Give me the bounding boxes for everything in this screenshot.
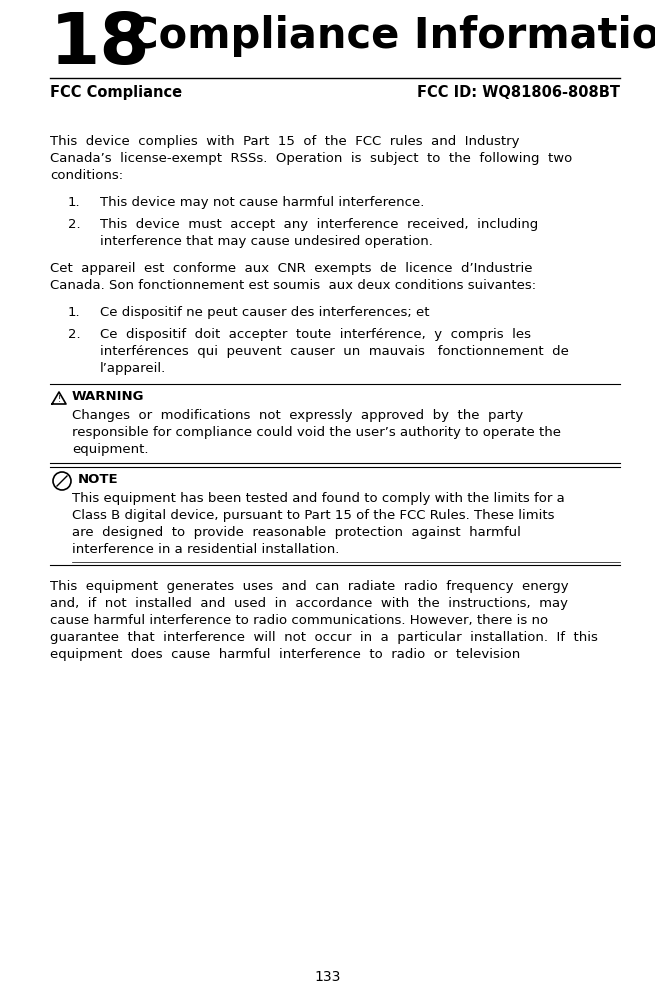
- Text: Class B digital device, pursuant to Part 15 of the FCC Rules. These limits: Class B digital device, pursuant to Part…: [72, 509, 555, 522]
- Text: Cet  appareil  est  conforme  aux  CNR  exempts  de  licence  d’Industrie: Cet appareil est conforme aux CNR exempt…: [50, 262, 533, 275]
- Text: This  device  must  accept  any  interference  received,  including: This device must accept any interference…: [100, 218, 538, 231]
- Text: NOTE: NOTE: [78, 473, 119, 486]
- Text: Changes  or  modifications  not  expressly  approved  by  the  party: Changes or modifications not expressly a…: [72, 409, 523, 422]
- Text: interference in a residential installation.: interference in a residential installati…: [72, 543, 339, 556]
- Text: Ce  dispositif  doit  accepter  toute  interférence,  y  compris  les: Ce dispositif doit accepter toute interf…: [100, 328, 531, 341]
- Text: 18: 18: [50, 10, 151, 79]
- Text: conditions:: conditions:: [50, 169, 123, 182]
- Text: 133: 133: [314, 970, 341, 984]
- Text: equipment  does  cause  harmful  interference  to  radio  or  television: equipment does cause harmful interferenc…: [50, 648, 520, 661]
- Text: cause harmful interference to radio communications. However, there is no: cause harmful interference to radio comm…: [50, 614, 548, 627]
- Text: 2.: 2.: [68, 218, 81, 231]
- Text: FCC ID: WQ81806-808BT: FCC ID: WQ81806-808BT: [417, 85, 620, 100]
- Text: 1.: 1.: [68, 306, 81, 319]
- Text: This device may not cause harmful interference.: This device may not cause harmful interf…: [100, 196, 424, 209]
- Text: 2.: 2.: [68, 328, 81, 341]
- Text: WARNING: WARNING: [72, 390, 145, 403]
- Text: This  equipment  generates  uses  and  can  radiate  radio  frequency  energy: This equipment generates uses and can ra…: [50, 580, 569, 593]
- Text: Ce dispositif ne peut causer des interferences; et: Ce dispositif ne peut causer des interfe…: [100, 306, 430, 319]
- Text: equipment.: equipment.: [72, 443, 149, 456]
- Text: and,  if  not  installed  and  used  in  accordance  with  the  instructions,  m: and, if not installed and used in accord…: [50, 597, 568, 610]
- Text: guarantee  that  interference  will  not  occur  in  a  particular  installation: guarantee that interference will not occ…: [50, 631, 598, 644]
- Text: Canada’s  license-exempt  RSSs.  Operation  is  subject  to  the  following  two: Canada’s license-exempt RSSs. Operation …: [50, 152, 572, 165]
- Text: Canada. Son fonctionnement est soumis  aux deux conditions suivantes:: Canada. Son fonctionnement est soumis au…: [50, 279, 536, 292]
- Text: FCC Compliance: FCC Compliance: [50, 85, 182, 100]
- Text: are  designed  to  provide  reasonable  protection  against  harmful: are designed to provide reasonable prote…: [72, 526, 521, 539]
- Text: interference that may cause undesired operation.: interference that may cause undesired op…: [100, 235, 433, 248]
- Text: This  device  complies  with  Part  15  of  the  FCC  rules  and  Industry: This device complies with Part 15 of the…: [50, 135, 519, 148]
- Text: interférences  qui  peuvent  causer  un  mauvais   fonctionnement  de: interférences qui peuvent causer un mauv…: [100, 345, 569, 358]
- Text: 1.: 1.: [68, 196, 81, 209]
- Text: l’appareil.: l’appareil.: [100, 362, 166, 375]
- Text: Compliance Information: Compliance Information: [128, 15, 655, 57]
- Text: !: !: [58, 395, 61, 404]
- Text: responsible for compliance could void the user’s authority to operate the: responsible for compliance could void th…: [72, 426, 561, 439]
- Text: This equipment has been tested and found to comply with the limits for a: This equipment has been tested and found…: [72, 492, 565, 505]
